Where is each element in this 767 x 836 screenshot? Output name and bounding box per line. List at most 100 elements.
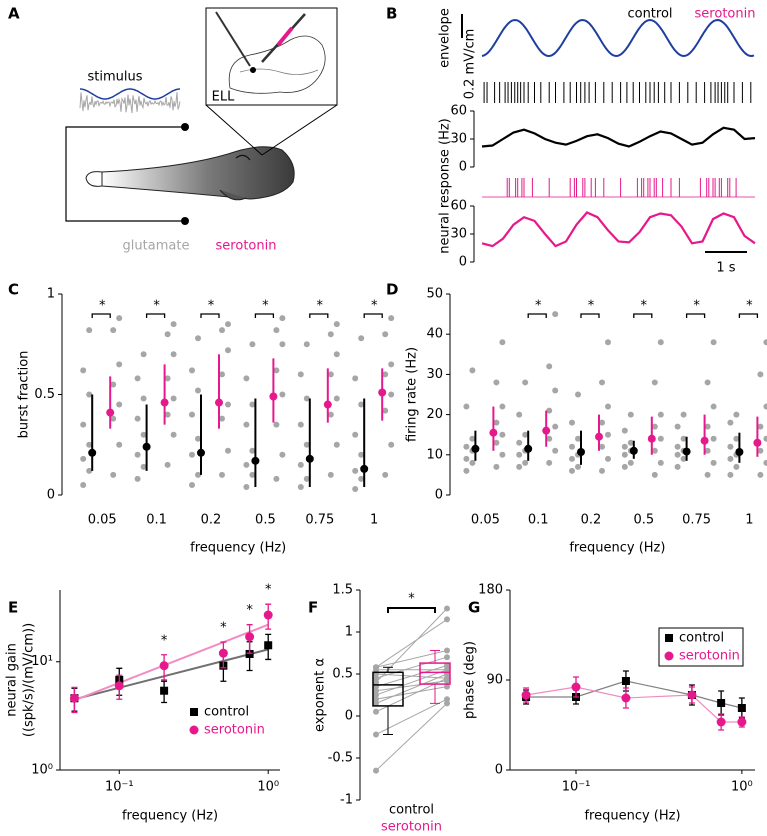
connect-line <box>526 686 742 723</box>
median-point <box>378 388 387 397</box>
data-point <box>522 459 529 466</box>
data-point <box>219 327 225 334</box>
y-tick-label: 0 <box>47 488 55 503</box>
data-point <box>733 435 740 442</box>
y-tick-label: 40 <box>426 327 443 342</box>
data-point <box>373 708 379 715</box>
envelope-trace <box>481 18 755 58</box>
data-point <box>219 471 225 478</box>
x-tick-label: 10⁰ <box>731 780 753 795</box>
data-point <box>373 687 379 694</box>
data-point <box>444 605 450 612</box>
x-tick-label: 0.75 <box>305 513 334 528</box>
data-point <box>552 423 559 430</box>
marker <box>737 717 747 727</box>
data-point <box>605 339 611 346</box>
y-tick-label: 0 <box>459 160 467 175</box>
inset-box <box>205 7 338 106</box>
pair-line <box>375 669 448 696</box>
data-point <box>674 423 681 430</box>
data-point <box>552 387 559 394</box>
legend-marker <box>665 634 673 642</box>
data-point <box>469 435 476 442</box>
data-point <box>358 335 365 342</box>
y-tick-label: 1.5 <box>332 583 353 598</box>
data-point <box>493 419 500 426</box>
data-point <box>303 341 310 348</box>
marker <box>245 649 254 658</box>
data-point <box>605 455 611 462</box>
data-point <box>249 401 256 408</box>
pair-line <box>375 698 448 735</box>
pipette-serotonin <box>276 26 294 47</box>
data-point <box>116 361 123 368</box>
significance-bracket <box>91 313 111 318</box>
data-point <box>704 423 711 430</box>
median-point <box>160 398 169 407</box>
marker <box>218 648 228 658</box>
data-point <box>140 351 147 358</box>
significance-bracket <box>254 313 275 318</box>
data-point <box>373 679 379 686</box>
data-point <box>388 391 395 398</box>
median-point <box>323 400 332 409</box>
y-tick-label: -1 <box>340 793 353 808</box>
x-axis-label: frequency (Hz) <box>122 809 218 824</box>
data-point <box>569 455 575 462</box>
data-point <box>273 421 280 428</box>
data-point <box>110 381 117 388</box>
data-point <box>273 475 280 482</box>
median-point <box>215 398 223 407</box>
data-point <box>493 379 500 386</box>
data-point <box>243 483 250 490</box>
serotonin-label: serotonin <box>216 239 277 254</box>
data-point <box>674 451 681 458</box>
panel-letter: F <box>308 599 318 617</box>
y-axis-label: neural gain <box>5 643 20 717</box>
data-point <box>225 321 231 328</box>
significance-star: * <box>153 299 160 314</box>
data-point <box>569 443 575 450</box>
data-point <box>195 335 201 342</box>
y-tick-label: 30 <box>450 132 467 147</box>
significance-star: * <box>641 299 648 314</box>
data-point <box>249 471 256 478</box>
significance-star: * <box>588 299 595 314</box>
data-point <box>727 471 734 478</box>
data-point <box>657 339 664 346</box>
significance-star: * <box>220 621 227 636</box>
median-point <box>595 432 603 441</box>
median-point <box>305 454 314 463</box>
data-point <box>444 696 450 703</box>
data-point <box>225 447 231 454</box>
x-tick-label: 10⁻¹ <box>105 780 134 795</box>
data-point <box>382 371 389 378</box>
connect-line <box>526 680 743 709</box>
data-point <box>444 662 450 669</box>
data-point <box>757 371 764 378</box>
data-point <box>651 471 658 478</box>
data-point <box>680 435 687 442</box>
y-axis-label: burst fraction <box>17 351 32 439</box>
data-point <box>569 467 575 474</box>
marker <box>571 682 581 692</box>
legend-marker <box>189 725 199 735</box>
data-point <box>297 421 304 428</box>
data-point <box>80 421 87 428</box>
data-point <box>243 421 250 428</box>
median-point <box>471 444 480 453</box>
zoom-lines <box>205 104 338 156</box>
y-tick-label: 0 <box>495 763 503 778</box>
marker <box>717 699 726 707</box>
data-point <box>382 407 389 414</box>
median-point <box>682 447 691 456</box>
data-point <box>388 441 395 448</box>
data-point <box>279 451 286 458</box>
legend-label: control <box>679 631 724 646</box>
glutamate-label: glutamate <box>123 239 190 254</box>
median-point <box>88 448 97 457</box>
significance-bracket <box>580 313 600 318</box>
legend-label: control <box>627 7 672 22</box>
y-tick-label: 0.5 <box>332 667 353 682</box>
pair-line <box>375 649 448 668</box>
